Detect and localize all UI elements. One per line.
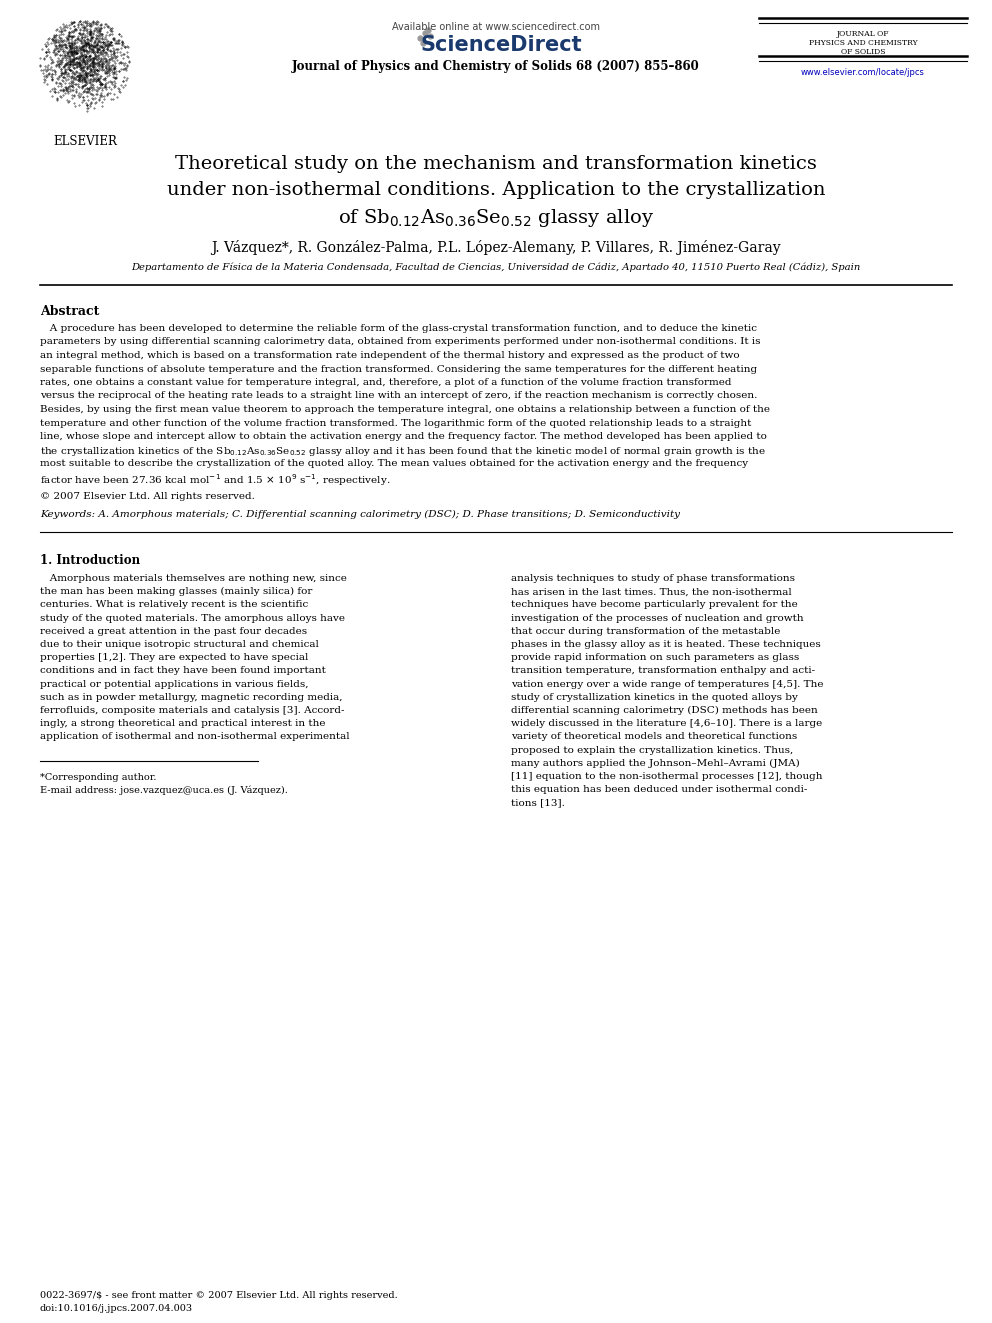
- Text: received a great attention in the past four decades: received a great attention in the past f…: [40, 627, 307, 636]
- Text: due to their unique isotropic structural and chemical: due to their unique isotropic structural…: [40, 640, 318, 650]
- Text: has arisen in the last times. Thus, the non-isothermal: has arisen in the last times. Thus, the …: [511, 587, 792, 597]
- Text: study of the quoted materials. The amorphous alloys have: study of the quoted materials. The amorp…: [40, 614, 344, 623]
- Text: rates, one obtains a constant value for temperature integral, and, therefore, a : rates, one obtains a constant value for …: [40, 378, 731, 388]
- Text: 0022-3697/$ - see front matter © 2007 Elsevier Ltd. All rights reserved.: 0022-3697/$ - see front matter © 2007 El…: [40, 1291, 398, 1301]
- Text: *Corresponding author.: *Corresponding author.: [40, 773, 156, 782]
- Text: under non-isothermal conditions. Application to the crystallization: under non-isothermal conditions. Applica…: [167, 181, 825, 198]
- Text: that occur during transformation of the metastable: that occur during transformation of the …: [511, 627, 781, 636]
- Text: Keywords: A. Amorphous materials; C. Differential scanning calorimetry (DSC); D.: Keywords: A. Amorphous materials; C. Dif…: [40, 509, 680, 519]
- Text: vation energy over a wide range of temperatures [4,5]. The: vation energy over a wide range of tempe…: [511, 680, 823, 688]
- Text: transition temperature, transformation enthalpy and acti-: transition temperature, transformation e…: [511, 667, 815, 676]
- Text: A procedure has been developed to determine the reliable form of the glass-cryst: A procedure has been developed to determ…: [40, 324, 757, 333]
- Text: provide rapid information on such parameters as glass: provide rapid information on such parame…: [511, 654, 800, 663]
- Text: Amorphous materials themselves are nothing new, since: Amorphous materials themselves are nothi…: [40, 574, 346, 583]
- Text: temperature and other function of the volume fraction transformed. The logarithm: temperature and other function of the vo…: [40, 418, 751, 427]
- Text: investigation of the processes of nucleation and growth: investigation of the processes of nuclea…: [511, 614, 804, 623]
- Text: study of crystallization kinetics in the quoted alloys by: study of crystallization kinetics in the…: [511, 693, 798, 701]
- Text: the man has been making glasses (mainly silica) for: the man has been making glasses (mainly …: [40, 587, 312, 597]
- Text: techniques have become particularly prevalent for the: techniques have become particularly prev…: [511, 601, 798, 610]
- Text: Departamento de Física de la Materia Condensada, Facultad de Ciencias, Universid: Departamento de Física de la Materia Con…: [131, 263, 861, 273]
- Text: conditions and in fact they have been found important: conditions and in fact they have been fo…: [40, 667, 325, 676]
- Text: many authors applied the Johnson–Mehl–Avrami (JMA): many authors applied the Johnson–Mehl–Av…: [511, 759, 800, 767]
- Text: an integral method, which is based on a transformation rate independent of the t: an integral method, which is based on a …: [40, 351, 739, 360]
- Text: J. Vázquez*, R. González-Palma, P.L. López-Alemany, P. Villares, R. Jiménez-Gara: J. Vázquez*, R. González-Palma, P.L. Lóp…: [211, 239, 781, 255]
- Text: of Sb$_{0.12}$As$_{0.36}$Se$_{0.52}$ glassy alloy: of Sb$_{0.12}$As$_{0.36}$Se$_{0.52}$ gla…: [338, 206, 654, 229]
- Text: JOURNAL OF: JOURNAL OF: [837, 30, 889, 38]
- Text: tions [13].: tions [13].: [511, 798, 564, 807]
- Text: most suitable to describe the crystallization of the quoted alloy. The mean valu: most suitable to describe the crystalliz…: [40, 459, 748, 468]
- Text: practical or potential applications in various fields,: practical or potential applications in v…: [40, 680, 309, 688]
- Text: factor have been 27.36 kcal mol$^{-1}$ and 1.5 $\times$ 10$^{9}$ s$^{-1}$, respe: factor have been 27.36 kcal mol$^{-1}$ a…: [40, 472, 390, 488]
- Text: Journal of Physics and Chemistry of Solids 68 (2007) 855–860: Journal of Physics and Chemistry of Soli…: [292, 60, 700, 73]
- Text: application of isothermal and non-isothermal experimental: application of isothermal and non-isothe…: [40, 733, 349, 741]
- Text: www.elsevier.com/locate/jpcs: www.elsevier.com/locate/jpcs: [802, 67, 925, 77]
- Text: proposed to explain the crystallization kinetics. Thus,: proposed to explain the crystallization …: [511, 746, 794, 754]
- Text: such as in powder metallurgy, magnetic recording media,: such as in powder metallurgy, magnetic r…: [40, 693, 342, 701]
- Text: centuries. What is relatively recent is the scientific: centuries. What is relatively recent is …: [40, 601, 308, 610]
- Text: OF SOLIDS: OF SOLIDS: [841, 48, 885, 56]
- Text: Available online at www.sciencedirect.com: Available online at www.sciencedirect.co…: [392, 22, 600, 32]
- Text: widely discussed in the literature [4,6–10]. There is a large: widely discussed in the literature [4,6–…: [511, 720, 822, 728]
- Text: doi:10.1016/j.jpcs.2007.04.003: doi:10.1016/j.jpcs.2007.04.003: [40, 1304, 192, 1312]
- Text: parameters by using differential scanning calorimetry data, obtained from experi: parameters by using differential scannin…: [40, 337, 760, 347]
- Text: analysis techniques to study of phase transformations: analysis techniques to study of phase tr…: [511, 574, 795, 583]
- Text: the crystallization kinetics of the Sb$_{0.12}$As$_{0.36}$Se$_{0.52}$ glassy all: the crystallization kinetics of the Sb$_…: [40, 446, 766, 459]
- Text: line, whose slope and intercept allow to obtain the activation energy and the fr: line, whose slope and intercept allow to…: [40, 433, 767, 441]
- Text: PHYSICS AND CHEMISTRY: PHYSICS AND CHEMISTRY: [808, 38, 918, 48]
- Text: ferrofluids, composite materials and catalysis [3]. Accord-: ferrofluids, composite materials and cat…: [40, 706, 344, 714]
- Text: ELSEVIER: ELSEVIER: [53, 135, 117, 148]
- Text: variety of theoretical models and theoretical functions: variety of theoretical models and theore…: [511, 733, 798, 741]
- Text: ingly, a strong theoretical and practical interest in the: ingly, a strong theoretical and practica…: [40, 720, 325, 728]
- Text: Besides, by using the first mean value theorem to approach the temperature integ: Besides, by using the first mean value t…: [40, 405, 770, 414]
- Text: 1. Introduction: 1. Introduction: [40, 554, 140, 568]
- Text: © 2007 Elsevier Ltd. All rights reserved.: © 2007 Elsevier Ltd. All rights reserved…: [40, 492, 255, 501]
- Text: properties [1,2]. They are expected to have special: properties [1,2]. They are expected to h…: [40, 654, 309, 663]
- Text: ScienceDirect: ScienceDirect: [421, 34, 582, 56]
- Text: Theoretical study on the mechanism and transformation kinetics: Theoretical study on the mechanism and t…: [175, 155, 817, 173]
- Text: E-mail address: jose.vazquez@uca.es (J. Vázquez).: E-mail address: jose.vazquez@uca.es (J. …: [40, 786, 288, 795]
- Text: [11] equation to the non-isothermal processes [12], though: [11] equation to the non-isothermal proc…: [511, 773, 822, 781]
- Text: Abstract: Abstract: [40, 306, 99, 318]
- Text: differential scanning calorimetry (DSC) methods has been: differential scanning calorimetry (DSC) …: [511, 706, 817, 716]
- Text: phases in the glassy alloy as it is heated. These techniques: phases in the glassy alloy as it is heat…: [511, 640, 820, 650]
- Text: separable functions of absolute temperature and the fraction transformed. Consid: separable functions of absolute temperat…: [40, 365, 757, 373]
- Text: this equation has been deduced under isothermal condi-: this equation has been deduced under iso…: [511, 785, 807, 794]
- Text: versus the reciprocal of the heating rate leads to a straight line with an inter: versus the reciprocal of the heating rat…: [40, 392, 757, 401]
